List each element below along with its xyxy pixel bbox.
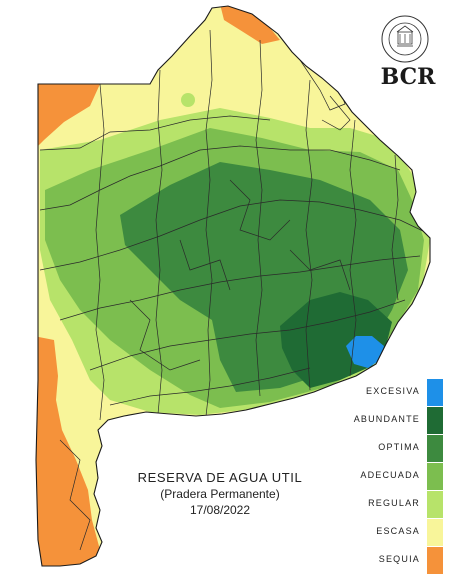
legend-label-optima: OPTIMA [378,442,420,452]
zone-sequia-southwest [36,336,100,566]
legend-swatch-excesiva [427,379,443,406]
legend-swatch-escasa [427,519,443,546]
legend [427,379,443,574]
legend-label-excesiva: EXCESIVA [366,386,420,396]
legend-label-sequia: SEQUIA [378,554,420,564]
legend-swatch-sequia [427,547,443,574]
legend-label-regular: REGULAR [368,498,420,508]
bcr-seal-logo [381,15,429,63]
legend-swatch-regular [427,491,443,518]
map-date: 17/08/2022 [189,503,251,517]
map-subtitle: (Pradera Permanente) [160,487,280,501]
zone-sequia-west [36,84,100,150]
legend-swatch-adecuada [427,463,443,490]
legend-label-escasa: ESCASA [376,526,420,536]
legend-label-adecuada: ADECUADA [360,470,420,480]
map-title: RESERVA DE AGUA UTIL [137,470,303,485]
province-outline [35,5,431,567]
zone-sequia-north [220,6,280,44]
zone-excesiva [346,336,384,368]
legend-swatch-abundante [427,407,443,434]
zone-regular-spot [181,93,195,107]
brand-logo-text: BCR [380,64,436,90]
legend-swatch-optima [427,435,443,462]
legend-label-abundante: ABUNDANTE [353,414,420,424]
district-boundaries [39,29,426,551]
